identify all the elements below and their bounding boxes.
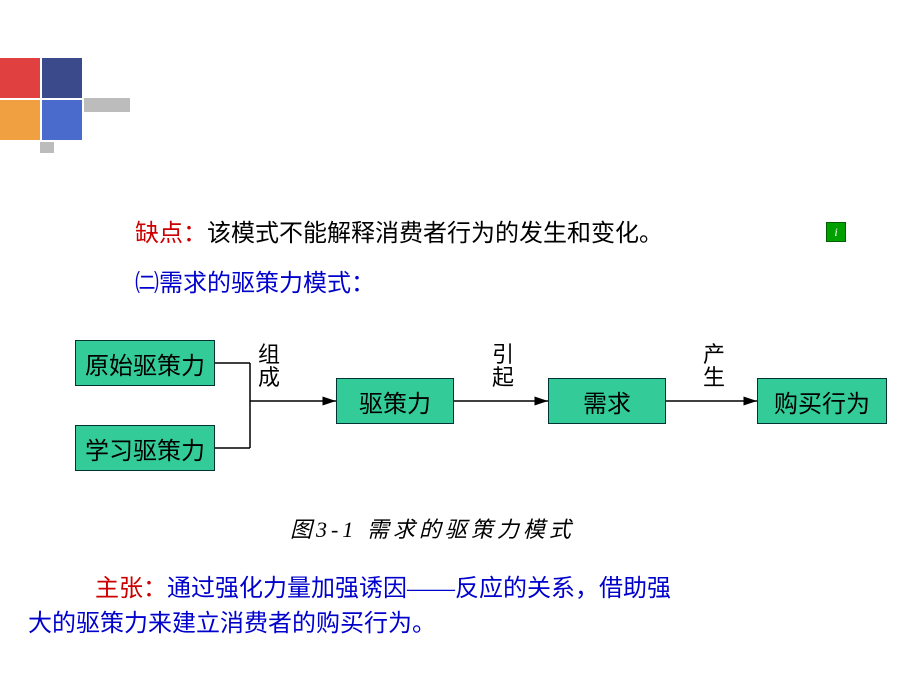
info-icon[interactable]: i <box>826 222 846 242</box>
node-purchase: 购买行为 <box>757 378 887 424</box>
claim-line-2: 大的驱策力来建立消费者的购买行为。 <box>28 608 436 642</box>
node-original-drive: 原始驱策力 <box>75 340 215 386</box>
drawback-label: 缺点： <box>135 221 207 247</box>
edge-label-produce: 产生 <box>703 343 725 389</box>
claim-body-1: 通过强化力量加强诱因——反应的关系，借助强 <box>167 576 671 602</box>
node-learned-drive: 学习驱策力 <box>75 425 215 471</box>
node-drive: 驱策力 <box>336 378 454 424</box>
section-heading: ㈡需求的驱策力模式： <box>135 268 375 302</box>
figure-caption: 图3-1 需求的驱策力模式 <box>290 512 575 544</box>
node-need: 需求 <box>548 378 666 424</box>
drawback-body: 该模式不能解释消费者行为的发生和变化。 <box>207 221 663 247</box>
corner-logo <box>0 58 130 153</box>
claim-line-1: 主张：通过强化力量加强诱因——反应的关系，借助强 <box>95 573 671 607</box>
edge-label-compose: 组成 <box>258 343 280 389</box>
drawback-line: 缺点：该模式不能解释消费者行为的发生和变化。 <box>135 218 663 252</box>
claim-label: 主张： <box>95 576 167 602</box>
edge-label-cause: 引起 <box>492 343 514 389</box>
